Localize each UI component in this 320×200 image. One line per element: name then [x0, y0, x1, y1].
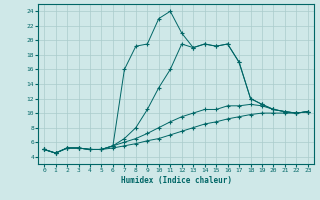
X-axis label: Humidex (Indice chaleur): Humidex (Indice chaleur) — [121, 176, 231, 185]
